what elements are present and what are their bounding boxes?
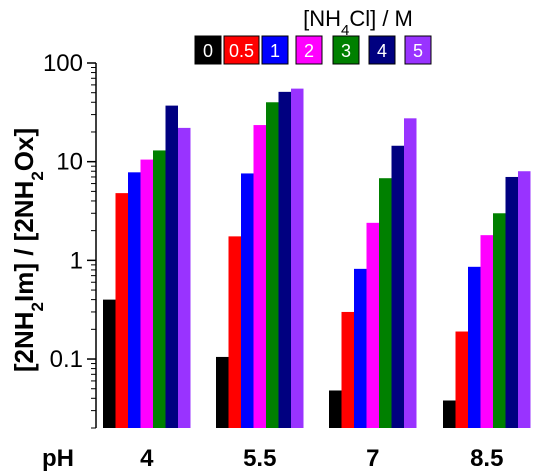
y-tick-label: 0.1 [50,346,83,373]
legend-swatch-5 [404,35,432,65]
legend-swatch-0.5 [223,35,260,65]
x-category-label: 5.5 [243,445,276,472]
legend-label: 1 [270,41,280,61]
legend-label: 2 [304,41,314,61]
x-category-label: 8.5 [470,445,503,472]
bar-8.5-0.5 [455,331,468,428]
x-labels: pH 4 5.5 7 8.5 [42,445,503,472]
bar-7-0 [329,390,342,428]
bar-5.5-4 [278,91,291,429]
bar-7-4 [391,145,404,429]
x-category-label: 7 [366,445,379,472]
legend-swatch-2 [295,35,323,65]
y-axis-label-part: 2 [28,171,47,180]
bar-5.5-0.5 [228,236,241,428]
bar-4-4 [165,105,178,428]
legend-swatch-1 [261,35,289,65]
axis: 0.1 1 10 100 [43,50,97,429]
legend-title-part: [NH [303,6,341,31]
x-category-label: 4 [140,445,154,472]
bar-7-1 [354,268,367,428]
y-axis-label-part: 2 [28,302,47,311]
bars [103,88,531,429]
bar-4-5 [178,127,191,428]
legend-swatch-3 [332,35,360,65]
y-axis-label: [2NH2Im] / [2NH2Ox] [9,128,47,372]
y-axis-label-part: Ox] [9,128,39,171]
legend-label: 4 [377,41,387,61]
bar-8.5-3 [493,213,506,428]
bar-5.5-2 [253,125,266,429]
legend-title-part: Cl] / M [349,6,413,31]
bar-5.5-1 [241,173,254,428]
bar-4-0.5 [115,193,128,428]
y-tick-label: 1 [70,247,83,274]
bar-8.5-5 [518,171,531,428]
legend-label: 0 [203,41,213,61]
bar-8.5-2 [480,235,493,428]
legend: [NH4Cl] / M0 0.5 1 2 3 4 5 [194,6,432,65]
legend-label: 3 [341,41,351,61]
y-tick-label: 100 [43,50,83,77]
y-axis-label-part: [2NH [9,311,39,372]
bar-7-3 [379,178,392,428]
legend-title: [NH4Cl] / M [303,6,413,39]
bar-5.5-0 [216,356,229,428]
bar-8.5-0 [443,400,456,428]
legend-label: 0.5 [229,41,254,61]
bar-7-2 [366,222,379,428]
legend-swatch-0 [194,35,222,65]
bar-4-2 [140,159,153,428]
bar-4-0 [103,299,116,428]
legend-label: 5 [413,41,423,61]
x-prefix-label: pH [42,445,74,472]
bar-8.5-1 [468,266,481,428]
y-tick-label: 10 [56,149,83,176]
legend-swatch-4 [368,35,396,65]
y-axis-label-part: Im] / [2NH [9,181,39,302]
bar-7-0.5 [341,311,354,428]
bar-4-3 [153,150,166,429]
bar-8.5-4 [505,176,518,428]
bar-5.5-5 [291,88,304,429]
y-axis-title: [2NH2Im] / [2NH2Ox] [9,128,47,372]
bar-5.5-3 [266,102,279,428]
bar-4-1 [128,172,141,428]
legend-title-part: 4 [341,22,349,39]
bar-7-5 [404,118,417,429]
